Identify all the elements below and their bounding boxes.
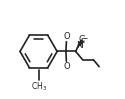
Text: +: + [78,39,85,47]
Text: −: − [80,33,88,42]
Text: O: O [64,62,70,71]
Text: N: N [76,41,82,50]
Text: O: O [64,31,70,40]
Text: C: C [79,35,85,44]
Text: CH$_3$: CH$_3$ [30,81,47,93]
